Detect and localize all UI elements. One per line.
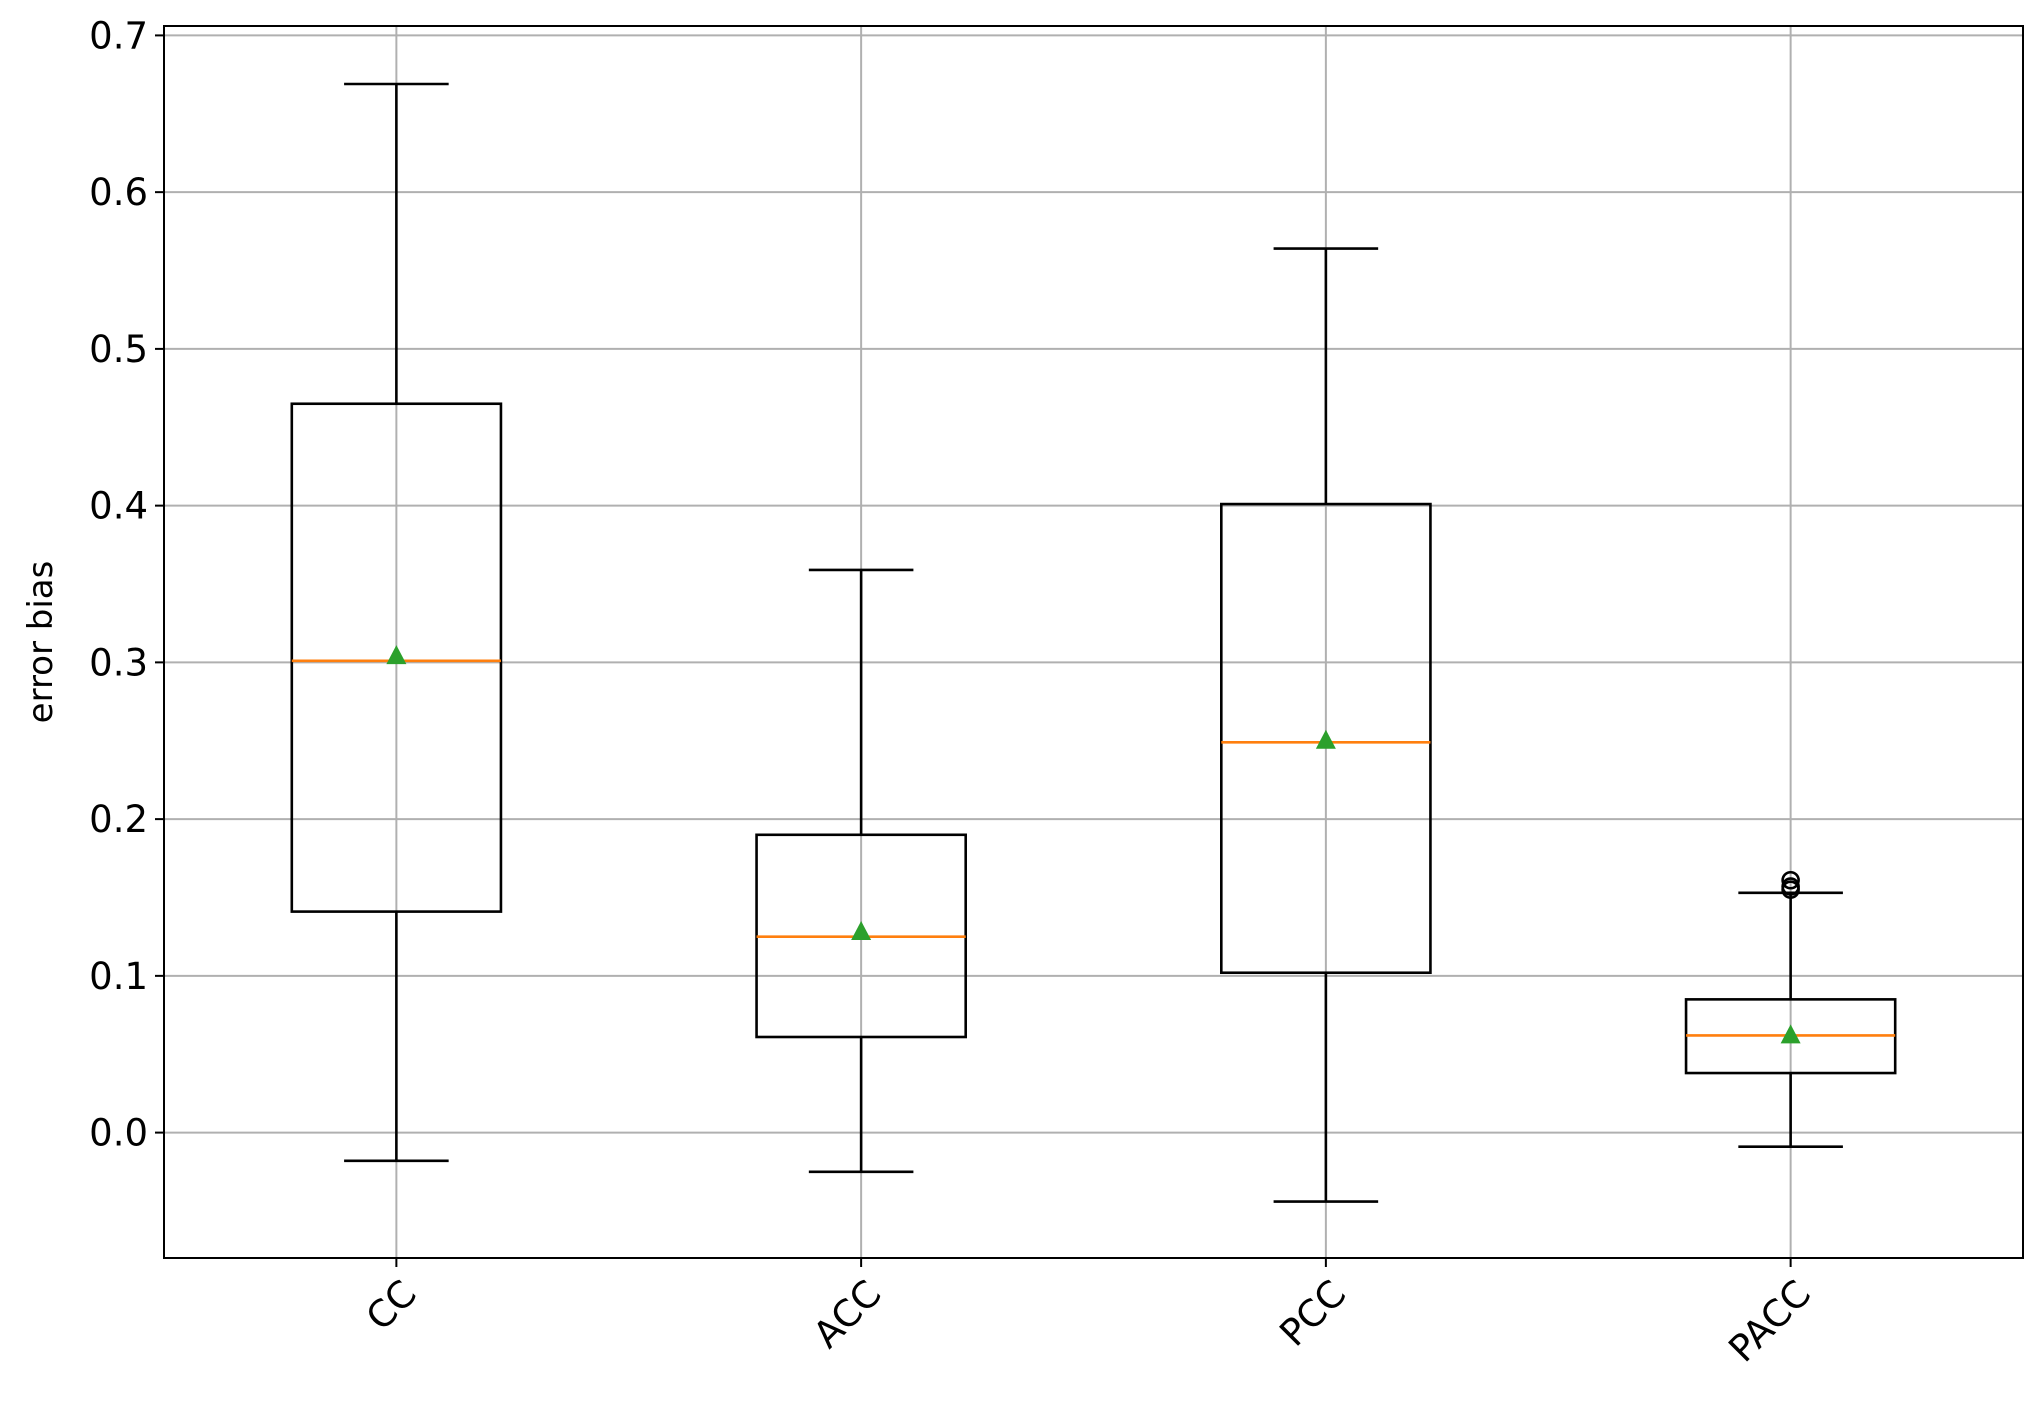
mean-marker: [851, 920, 872, 940]
box-iqr: [1220, 502, 1432, 975]
y-tick-label: 0.2: [89, 798, 148, 841]
x-tick-label: ACC: [805, 1272, 889, 1356]
mean-marker: [1315, 729, 1336, 749]
plot-frame: [163, 25, 2024, 1259]
y-tick-label: 0.7: [89, 14, 148, 57]
box-iqr: [290, 402, 503, 913]
x-axis: CC ACC PCC PACC: [358, 1258, 1819, 1370]
x-tick-label: CC: [358, 1272, 425, 1339]
y-axis: 0.0 0.1 0.2 0.3 0.4 0.5 0.6 0.7: [89, 14, 164, 1155]
y-tick-label: 0.4: [89, 485, 148, 528]
y-tick-label: 0.6: [89, 171, 148, 214]
y-tick-label: 0.0: [89, 1112, 148, 1155]
box-pacc: [1684, 870, 1897, 1149]
box-pcc: [1220, 247, 1432, 1203]
y-axis-label: error bias: [21, 561, 61, 724]
y-tick-label: 0.3: [89, 641, 148, 684]
y-tick-label: 0.1: [89, 955, 148, 998]
mean-marker: [1780, 1024, 1801, 1044]
y-tick-label: 0.5: [89, 328, 148, 371]
outlier-point: [1781, 877, 1800, 896]
boxes: [290, 82, 1897, 1203]
box-cc: [290, 82, 503, 1163]
box-acc: [755, 568, 967, 1174]
mean-marker: [386, 645, 407, 665]
outlier-point: [1781, 870, 1800, 890]
x-tick-label: PCC: [1272, 1272, 1355, 1355]
x-tick-label: PACC: [1721, 1272, 1819, 1370]
